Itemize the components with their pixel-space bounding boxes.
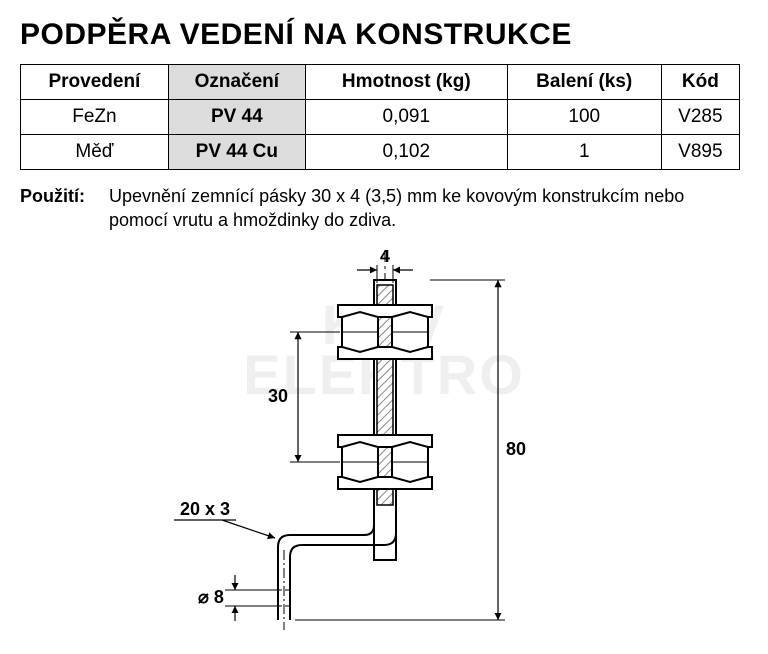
- col-kod: Kód: [661, 65, 739, 100]
- table-row: Měď PV 44 Cu 0,102 1 V895: [21, 135, 740, 170]
- spec-table: Provedení Označení Hmotnost (kg) Balení …: [20, 64, 740, 170]
- cell-baleni: 100: [507, 100, 661, 135]
- col-hmotnost: Hmotnost (kg): [305, 65, 507, 100]
- usage-label: Použití:: [20, 184, 85, 233]
- dim-top: 4: [380, 250, 390, 266]
- cell-kod: V285: [661, 100, 739, 135]
- cell-hmotnost: 0,102: [305, 135, 507, 170]
- page-title: PODPĚRA VEDENÍ NA KONSTRUKCE: [20, 18, 748, 52]
- cell-hmotnost: 0,091: [305, 100, 507, 135]
- technical-diagram: 4 30 80 20 x 3 ⌀ 8: [160, 250, 590, 640]
- col-baleni: Balení (ks): [507, 65, 661, 100]
- dim-strap: 20 x 3: [180, 499, 230, 519]
- col-oznaceni: Označení: [168, 65, 305, 100]
- dim-spacing: 30: [268, 386, 288, 406]
- cell-baleni: 1: [507, 135, 661, 170]
- cell-oznaceni: PV 44: [168, 100, 305, 135]
- col-provedeni: Provedení: [21, 65, 169, 100]
- cell-oznaceni: PV 44 Cu: [168, 135, 305, 170]
- usage-text: Upevnění zemnící pásky 30 x 4 (3,5) mm k…: [109, 184, 740, 233]
- cell-kod: V895: [661, 135, 739, 170]
- usage-block: Použití: Upevnění zemnící pásky 30 x 4 (…: [20, 184, 740, 233]
- table-header-row: Provedení Označení Hmotnost (kg) Balení …: [21, 65, 740, 100]
- dim-hole: ⌀ 8: [198, 587, 224, 607]
- cell-provedeni: FeZn: [21, 100, 169, 135]
- table-row: FeZn PV 44 0,091 100 V285: [21, 100, 740, 135]
- cell-provedeni: Měď: [21, 135, 169, 170]
- dim-height: 80: [506, 439, 526, 459]
